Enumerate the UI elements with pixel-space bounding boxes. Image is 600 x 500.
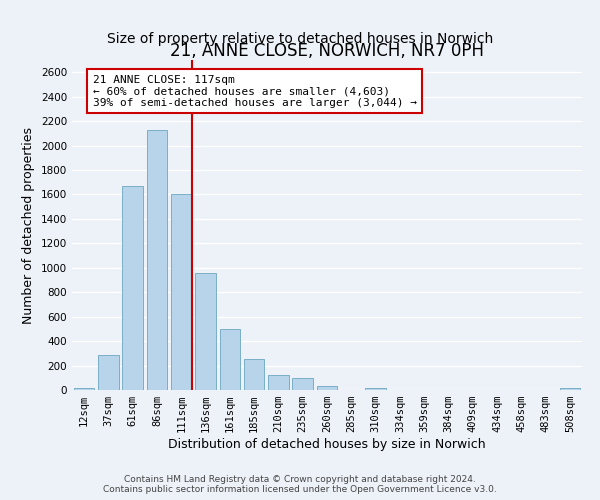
Y-axis label: Number of detached properties: Number of detached properties	[22, 126, 35, 324]
Bar	[98, 354, 119, 390]
Title: 21, ANNE CLOSE, NORWICH, NR7 0PH: 21, ANNE CLOSE, NORWICH, NR7 0PH	[170, 42, 484, 60]
Text: 21 ANNE CLOSE: 117sqm
← 60% of detached houses are smaller (4,603)
39% of semi-d: 21 ANNE CLOSE: 117sqm ← 60% of detached …	[92, 74, 416, 108]
Bar	[122, 186, 143, 390]
Bar	[317, 386, 337, 390]
Bar	[146, 130, 167, 390]
Bar	[171, 194, 191, 390]
Bar	[292, 378, 313, 390]
Bar	[365, 388, 386, 390]
Bar	[560, 388, 580, 390]
X-axis label: Distribution of detached houses by size in Norwich: Distribution of detached houses by size …	[168, 438, 486, 451]
Text: Contains HM Land Registry data © Crown copyright and database right 2024.
Contai: Contains HM Land Registry data © Crown c…	[103, 474, 497, 494]
Bar	[195, 272, 216, 390]
Bar	[74, 388, 94, 390]
Bar	[268, 376, 289, 390]
Text: Size of property relative to detached houses in Norwich: Size of property relative to detached ho…	[107, 32, 493, 46]
Bar	[220, 329, 240, 390]
Bar	[244, 360, 265, 390]
